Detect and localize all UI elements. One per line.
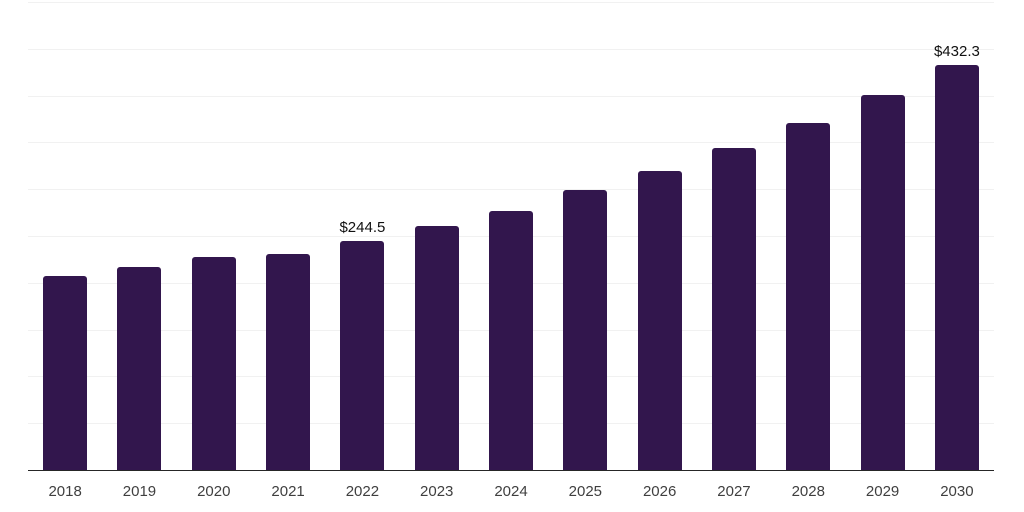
bar-2030[interactable]: [934, 65, 979, 470]
gridline-500: [28, 2, 994, 3]
bar-2026[interactable]: [637, 170, 682, 470]
x-tick-label-2025: 2025: [568, 483, 603, 500]
bar-2018[interactable]: [43, 276, 88, 470]
bar-value-label-2022: $244.5: [339, 219, 386, 237]
bar-2028[interactable]: [786, 123, 831, 470]
x-tick-label-2023: 2023: [420, 483, 454, 500]
bar-2020[interactable]: [191, 256, 236, 470]
bar-cell-2025: [548, 2, 622, 470]
bar-cell-2026: [623, 2, 697, 470]
bar-cell-2027: [697, 2, 771, 470]
x-tick-label-2021: 2021: [271, 483, 305, 500]
x-tick-label-2020: 2020: [197, 483, 231, 500]
x-axis-labels: 2018 2019 2020 2021 2022 2023 2024 2025 2026 2027…: [28, 482, 994, 502]
bar-cell-2029: [845, 2, 919, 470]
bar-cell-2022: $244.5: [325, 2, 399, 470]
bar-cell-2020: [177, 2, 251, 470]
bar-2023[interactable]: [414, 226, 459, 470]
x-tick-label-2026: 2026: [642, 483, 677, 500]
plot-area: $244.5 $432.3: [28, 2, 994, 471]
bar-2029[interactable]: [860, 95, 905, 470]
bar-cell-2024: [474, 2, 548, 470]
bar-2025[interactable]: [563, 190, 608, 470]
x-tick-label-2019: 2019: [122, 483, 157, 500]
x-tick-label-2029: 2029: [865, 483, 900, 500]
bar-2019[interactable]: [117, 267, 162, 470]
gridline-400: [28, 95, 994, 97]
gridline-450: [28, 48, 994, 50]
x-tick-label-2028: 2028: [791, 483, 825, 500]
x-tick-label-2022: 2022: [345, 483, 380, 500]
bars-row: $244.5 $432.3: [28, 2, 994, 470]
bar-2024[interactable]: [489, 210, 534, 470]
bar-cell-2018: [28, 2, 102, 470]
x-axis-line: [28, 470, 994, 471]
bar-value-label-2030: $432.3: [933, 43, 980, 61]
x-tick-label-2018: 2018: [48, 483, 82, 500]
x-tick-label-2024: 2024: [494, 483, 528, 500]
bar-2022[interactable]: [340, 241, 385, 470]
bar-cell-2021: [251, 2, 325, 470]
gridline-300: [28, 189, 994, 191]
bar-2027[interactable]: [711, 148, 756, 470]
bar-cell-2019: [102, 2, 176, 470]
gridline-350: [28, 142, 994, 144]
bar-cell-2030: $432.3: [920, 2, 994, 470]
bar-cell-2028: [771, 2, 845, 470]
x-tick-label-2027: 2027: [717, 483, 751, 500]
bar-2021[interactable]: [266, 253, 311, 470]
bar-cell-2023: [400, 2, 474, 470]
x-tick-label-2030: 2030: [940, 483, 974, 500]
